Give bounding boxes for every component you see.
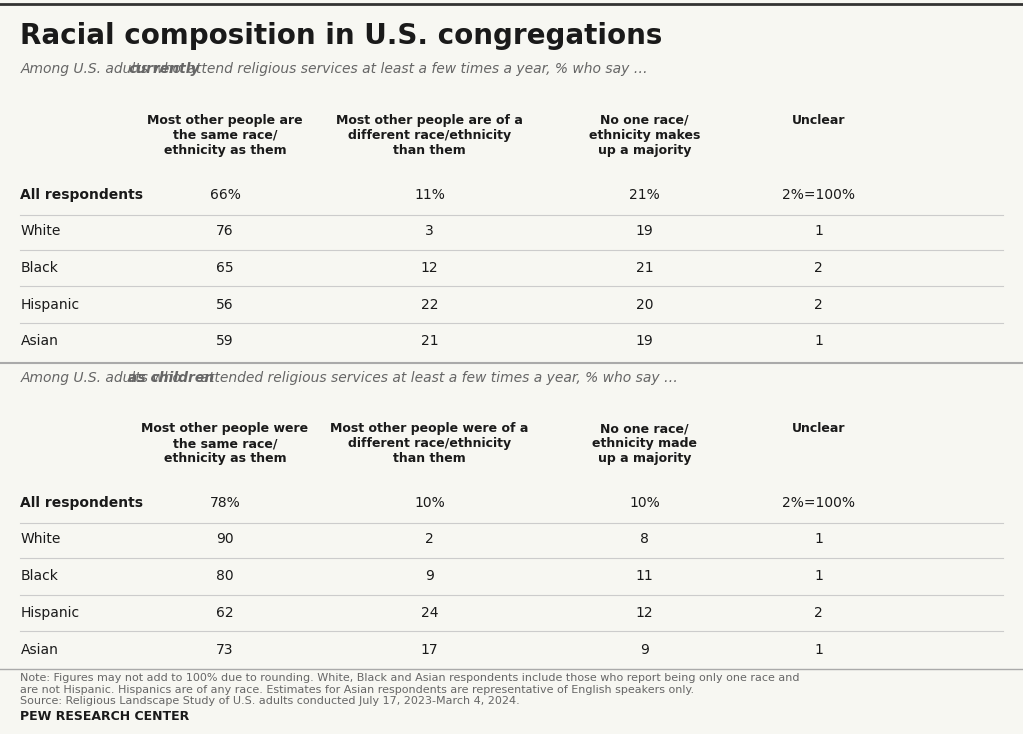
Text: Note: Figures may not add to 100% due to rounding. White, Black and Asian respon: Note: Figures may not add to 100% due to… (20, 673, 800, 706)
Text: Hispanic: Hispanic (20, 606, 80, 620)
Text: Unclear: Unclear (792, 114, 845, 127)
Text: 90: 90 (216, 532, 234, 547)
Text: 2%=100%: 2%=100% (782, 495, 855, 510)
Text: 1: 1 (814, 532, 822, 547)
Text: Most other people were of a
different race/ethnicity
than them: Most other people were of a different ra… (330, 422, 529, 465)
Text: 9: 9 (640, 642, 649, 657)
Text: White: White (20, 224, 60, 239)
Text: 24: 24 (420, 606, 439, 620)
Text: PEW RESEARCH CENTER: PEW RESEARCH CENTER (20, 710, 189, 723)
Text: attended religious services at least a few times a year, % who say …: attended religious services at least a f… (196, 371, 678, 385)
Text: Among U.S. adults who: Among U.S. adults who (20, 371, 186, 385)
Text: All respondents: All respondents (20, 495, 143, 510)
Text: Asian: Asian (20, 642, 58, 657)
Text: 66%: 66% (210, 187, 240, 202)
Text: 1: 1 (814, 224, 822, 239)
Text: 21: 21 (420, 334, 439, 349)
Text: 21: 21 (635, 261, 654, 275)
Text: 62: 62 (216, 606, 234, 620)
Text: 59: 59 (216, 334, 234, 349)
Text: 8: 8 (640, 532, 649, 547)
Text: 65: 65 (216, 261, 234, 275)
Text: Black: Black (20, 569, 58, 584)
Text: 2%=100%: 2%=100% (782, 187, 855, 202)
Text: 2: 2 (814, 297, 822, 312)
Text: All respondents: All respondents (20, 187, 143, 202)
Text: 20: 20 (635, 297, 654, 312)
Text: Most other people were
the same race/
ethnicity as them: Most other people were the same race/ et… (141, 422, 309, 465)
Text: 19: 19 (635, 334, 654, 349)
Text: Black: Black (20, 261, 58, 275)
Text: 10%: 10% (414, 495, 445, 510)
Text: 19: 19 (635, 224, 654, 239)
Text: White: White (20, 532, 60, 547)
Text: 80: 80 (216, 569, 234, 584)
Text: Most other people are
the same race/
ethnicity as them: Most other people are the same race/ eth… (147, 114, 303, 157)
Text: 1: 1 (814, 334, 822, 349)
Text: 1: 1 (814, 642, 822, 657)
Text: 10%: 10% (629, 495, 660, 510)
Text: 56: 56 (216, 297, 234, 312)
Text: 12: 12 (420, 261, 439, 275)
Text: No one race/
ethnicity makes
up a majority: No one race/ ethnicity makes up a majori… (589, 114, 700, 157)
Text: Most other people are of a
different race/ethnicity
than them: Most other people are of a different rac… (337, 114, 523, 157)
Text: 2: 2 (426, 532, 434, 547)
Text: 2: 2 (814, 606, 822, 620)
Text: Asian: Asian (20, 334, 58, 349)
Text: Unclear: Unclear (792, 422, 845, 435)
Text: 17: 17 (420, 642, 439, 657)
Text: attend religious services at least a few times a year, % who say …: attend religious services at least a few… (183, 62, 648, 76)
Text: 76: 76 (216, 224, 234, 239)
Text: 12: 12 (635, 606, 654, 620)
Text: 11%: 11% (414, 187, 445, 202)
Text: Among U.S. adults who: Among U.S. adults who (20, 62, 186, 76)
Text: 1: 1 (814, 569, 822, 584)
Text: currently: currently (129, 62, 199, 76)
Text: 22: 22 (420, 297, 439, 312)
Text: 11: 11 (635, 569, 654, 584)
Text: 78%: 78% (210, 495, 240, 510)
Text: 9: 9 (426, 569, 434, 584)
Text: No one race/
ethnicity made
up a majority: No one race/ ethnicity made up a majorit… (592, 422, 697, 465)
Text: 73: 73 (216, 642, 234, 657)
Text: Racial composition in U.S. congregations: Racial composition in U.S. congregations (20, 22, 663, 50)
Text: as children: as children (129, 371, 215, 385)
Text: 21%: 21% (629, 187, 660, 202)
Text: 3: 3 (426, 224, 434, 239)
Text: 2: 2 (814, 261, 822, 275)
Text: Hispanic: Hispanic (20, 297, 80, 312)
